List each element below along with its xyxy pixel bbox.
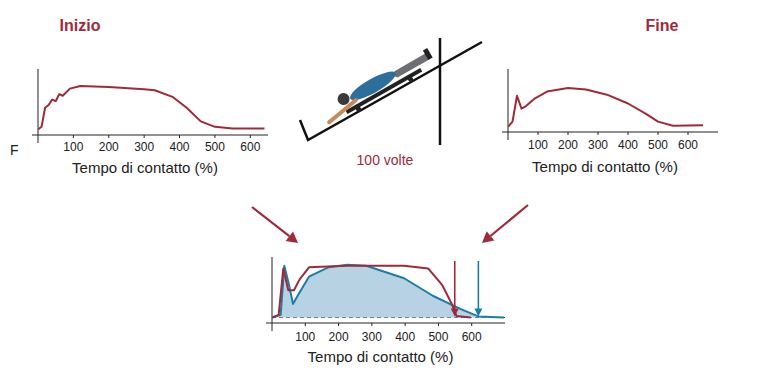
- slope: [300, 42, 482, 140]
- y-axis-label: F: [10, 142, 19, 158]
- y-axis: [272, 257, 273, 331]
- x-tick: [628, 132, 629, 135]
- x-axis: [502, 132, 718, 133]
- illustration: [300, 38, 482, 145]
- x-axis: [32, 135, 268, 136]
- x-tick-label: 600: [462, 330, 482, 344]
- arrow-head: [474, 309, 482, 317]
- x-tick: [371, 323, 372, 326]
- x-tick-label: 500: [428, 330, 448, 344]
- area-line: [272, 265, 504, 318]
- x-tick-label: 100: [528, 138, 548, 152]
- force-line: [38, 86, 264, 130]
- x-tick: [338, 323, 339, 326]
- flow-arrow-head: [286, 231, 298, 243]
- x-tick-label: 600: [240, 140, 260, 154]
- x-tick: [144, 135, 145, 138]
- x-tick-label: 400: [395, 330, 415, 344]
- sled-runner: [407, 76, 414, 83]
- end-arrow: [451, 261, 459, 317]
- shoes: [423, 48, 433, 60]
- arrow-shaft: [478, 261, 480, 310]
- x-tick-label: 500: [648, 138, 668, 152]
- x-tick-label: 500: [205, 140, 225, 154]
- panel-title: Inizio: [60, 17, 101, 34]
- x-tick-label: 400: [618, 138, 638, 152]
- x-tick: [108, 135, 109, 138]
- x-axis: [266, 323, 505, 324]
- x-tick: [179, 135, 180, 138]
- x-axis-label: Tempo di contatto (%): [308, 348, 454, 365]
- x-tick: [471, 323, 472, 326]
- x-tick: [438, 323, 439, 326]
- end-arrow: [474, 261, 482, 317]
- x-tick-label: 400: [170, 140, 190, 154]
- panel-title: Fine: [646, 17, 679, 34]
- head: [335, 91, 351, 107]
- plot-area: [508, 88, 703, 127]
- x-tick: [214, 135, 215, 138]
- x-tick-label: 300: [588, 138, 608, 152]
- x-tick: [405, 323, 406, 326]
- x-tick: [598, 132, 599, 135]
- y-axis: [508, 69, 509, 140]
- x-tick-label: 200: [329, 330, 349, 344]
- flow-arrow: [252, 207, 298, 243]
- chart-panel: 100 200 300 400 500 600 Tempo di contatto (%) F…: [10, 17, 268, 176]
- plot-area: [38, 86, 264, 130]
- x-tick-label: 600: [678, 138, 698, 152]
- x-axis-label: Tempo di contatto (%): [532, 158, 678, 175]
- legs: [393, 52, 431, 78]
- x-tick-label: 100: [295, 330, 315, 344]
- x-tick: [538, 132, 539, 135]
- x-tick: [658, 132, 659, 135]
- sled-runner: [355, 106, 362, 113]
- force-line: [272, 266, 471, 318]
- x-tick-label: 200: [99, 140, 119, 154]
- finish-post: [439, 38, 442, 145]
- flow-arrow-shaft: [252, 207, 289, 236]
- y-axis: [38, 69, 39, 143]
- arrow-head: [451, 309, 459, 317]
- flow-arrow-shaft: [490, 205, 528, 236]
- x-tick: [305, 323, 306, 326]
- annotation: 100 volte: [357, 152, 414, 168]
- force-line: [508, 88, 703, 127]
- x-tick: [688, 132, 689, 135]
- x-tick: [250, 135, 251, 138]
- athlete: [320, 45, 438, 127]
- x-tick-label: 300: [134, 140, 154, 154]
- x-tick-label: 200: [558, 138, 578, 152]
- x-axis-label: Tempo di contatto (%): [72, 159, 218, 176]
- x-tick: [73, 135, 74, 138]
- area-fill: [272, 265, 504, 318]
- x-tick-label: 100: [63, 140, 83, 154]
- plot-area: [272, 265, 504, 318]
- chart-panel: 100 200 300 400 500 600 Tempo di contatto (%): [266, 257, 505, 365]
- chart-panel: 100 200 300 400 500 600Tempo di contatto (%) F…: [502, 17, 718, 175]
- x-tick-label: 300: [362, 330, 382, 344]
- flow-arrow: [482, 205, 528, 243]
- flow-arrow-head: [482, 231, 494, 243]
- figure: 100200300400500600Tempo di contatto (%)F…: [0, 0, 763, 372]
- arrow-shaft: [454, 261, 456, 310]
- x-tick: [568, 132, 569, 135]
